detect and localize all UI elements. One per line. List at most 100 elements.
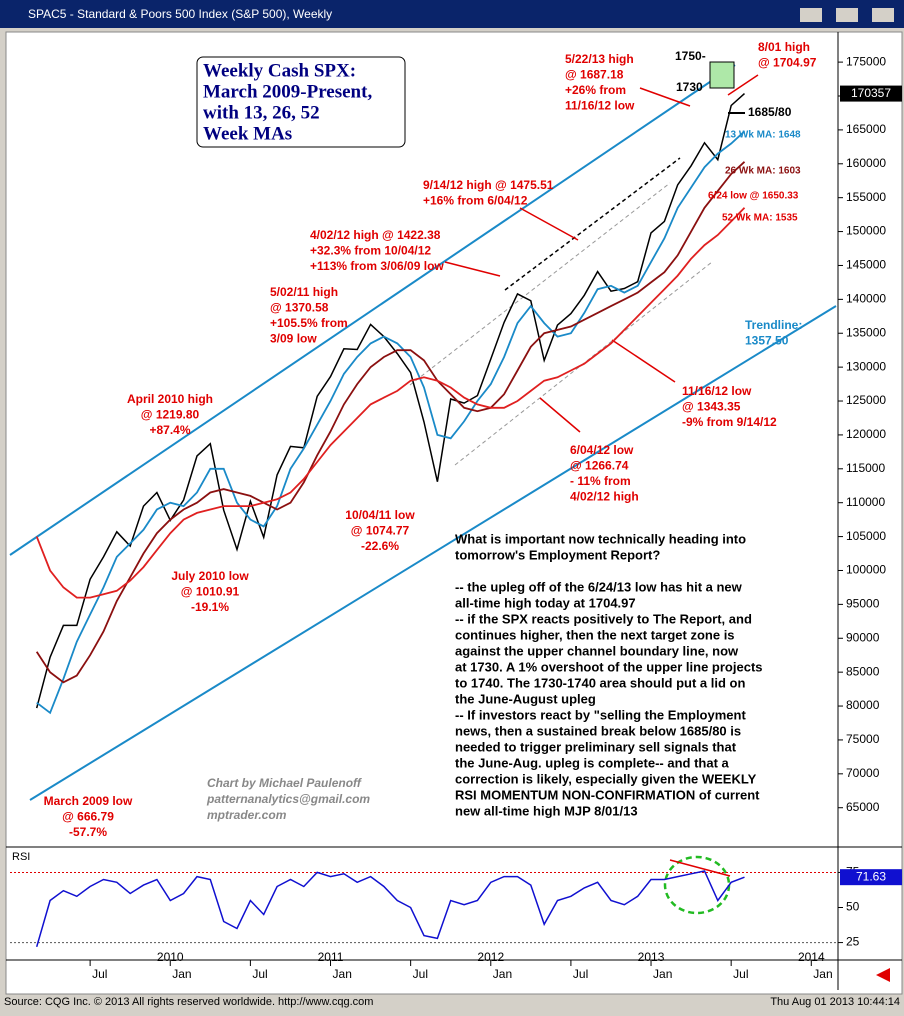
y-tick-label: 120000 bbox=[846, 427, 886, 441]
annotation: March 2009 low bbox=[44, 794, 133, 808]
y-tick-label: 95000 bbox=[846, 597, 880, 611]
annotation: @ 1370.58 bbox=[270, 301, 329, 315]
commentary-line: -- the upleg off of the 6/24/13 low has … bbox=[455, 579, 743, 594]
annotation: -9% from 9/14/12 bbox=[682, 415, 777, 429]
annotation: Trendline: bbox=[745, 318, 802, 332]
commentary-line: continues higher, then the next target z… bbox=[455, 627, 735, 642]
x-tick-label: Jan bbox=[172, 967, 191, 981]
annotation: 1357.50 bbox=[745, 334, 789, 348]
y-tick-label: 90000 bbox=[846, 630, 880, 644]
y-tick-label: 155000 bbox=[846, 190, 886, 204]
scroll-arrow[interactable] bbox=[876, 968, 890, 982]
annotation: 11/16/12 low bbox=[565, 99, 635, 113]
footer-time: Thu Aug 01 2013 10:44:14 bbox=[770, 996, 900, 1008]
year-label: 2014 bbox=[798, 950, 825, 964]
commentary-line: at 1730. A 1% overshoot of the upper lin… bbox=[455, 659, 763, 674]
annotation: April 2010 high bbox=[127, 392, 213, 406]
y-tick-label: 130000 bbox=[846, 359, 886, 373]
x-tick-label: Jul bbox=[252, 967, 267, 981]
annotation: +16% from 6/04/12 bbox=[423, 194, 528, 208]
x-tick-label: Jul bbox=[92, 967, 107, 981]
annotation: +26% from bbox=[565, 83, 626, 97]
x-tick-label: Jul bbox=[733, 967, 748, 981]
last-value-box bbox=[840, 85, 902, 102]
divergence-line bbox=[669, 859, 731, 877]
dashed-trend bbox=[504, 157, 681, 291]
commentary-line: the June-Aug. upleg is complete-- and th… bbox=[455, 755, 730, 770]
credit: mptrader.com bbox=[207, 808, 287, 822]
y-tick-label: 65000 bbox=[846, 800, 880, 814]
annotation: 3/09 low bbox=[270, 332, 317, 346]
minimize-button[interactable] bbox=[800, 8, 822, 22]
annotation: 4/02/12 high @ 1422.38 bbox=[310, 228, 441, 242]
y-tick-label: 150000 bbox=[846, 224, 886, 238]
y-tick-label: 50 bbox=[846, 900, 860, 914]
commentary-line: to 1740. The 1730-1740 area should put a… bbox=[455, 675, 745, 690]
series-line bbox=[36, 130, 746, 715]
x-tick-label: Jan bbox=[653, 967, 672, 981]
annotation: 1730 bbox=[676, 80, 703, 94]
annotation: 52 Wk MA: 1535 bbox=[722, 213, 798, 224]
maximize-button[interactable] bbox=[836, 8, 858, 22]
y-tick-label: 135000 bbox=[846, 325, 886, 339]
title-line: Weekly Cash SPX: bbox=[203, 60, 356, 81]
credit: patternanalytics@gmail.com bbox=[206, 792, 370, 806]
annotation: @ 1219.80 bbox=[141, 408, 200, 422]
year-label: 2010 bbox=[157, 950, 184, 964]
last-value-label: 71.63 bbox=[856, 869, 886, 883]
annotation: @ 1266.74 bbox=[570, 459, 629, 473]
commentary-line: tomorrow's Employment Report? bbox=[455, 547, 660, 562]
y-tick-label: 140000 bbox=[846, 292, 886, 306]
title-box bbox=[196, 56, 406, 148]
annotation: 9/14/12 high @ 1475.51 bbox=[423, 178, 554, 192]
annotation: @ 666.79 bbox=[62, 810, 114, 824]
annotation: +113% from 3/06/09 low bbox=[310, 259, 444, 273]
y-tick-label: 175000 bbox=[846, 54, 886, 68]
commentary-line: RSI MOMENTUM NON-CONFIRMATION of current bbox=[455, 787, 760, 802]
last-value-label: 170357 bbox=[851, 86, 891, 100]
year-label: 2012 bbox=[477, 950, 504, 964]
title-line: March 2009-Present, bbox=[203, 81, 372, 102]
series-line bbox=[35, 93, 746, 709]
series-line bbox=[35, 207, 746, 599]
close-button[interactable] bbox=[872, 8, 894, 22]
annotation: +87.4% bbox=[149, 423, 190, 437]
y-tick-label: 85000 bbox=[846, 664, 880, 678]
annotation: @ 1343.35 bbox=[682, 400, 741, 414]
annotation: 4/02/12 high bbox=[570, 490, 639, 504]
credit: Chart by Michael Paulenoff bbox=[207, 776, 362, 790]
series-line bbox=[35, 161, 746, 684]
y-tick-label: 70000 bbox=[846, 766, 880, 780]
y-tick-label: 165000 bbox=[846, 122, 886, 136]
annotation: - 11% from bbox=[570, 474, 631, 488]
annotation: 1685/80 bbox=[748, 105, 792, 119]
y-tick-label: 105000 bbox=[846, 529, 886, 543]
commentary-line: new all-time high MJP 8/01/13 bbox=[455, 803, 638, 818]
x-tick-label: Jan bbox=[813, 967, 832, 981]
commentary-line: news, then a sustained break below 1685/… bbox=[455, 723, 741, 738]
annotation: +105.5% from bbox=[270, 316, 348, 330]
y-tick-label: 100000 bbox=[846, 563, 886, 577]
annotation: @ 1010.91 bbox=[181, 585, 240, 599]
commentary-line: all-time high today at 1704.97 bbox=[455, 595, 636, 610]
annotation: 8/01 high bbox=[758, 40, 810, 54]
pane-title: RSI bbox=[12, 851, 30, 863]
y-tick-label: 75000 bbox=[846, 732, 880, 746]
title-line: with 13, 26, 52 bbox=[203, 102, 320, 123]
y-tick-label: 80000 bbox=[846, 698, 880, 712]
x-tick-label: Jul bbox=[413, 967, 428, 981]
annotation: 5/22/13 high bbox=[565, 52, 634, 66]
x-tick-label: Jul bbox=[573, 967, 588, 981]
upper-channel bbox=[9, 64, 736, 556]
annotation: 6/04/12 low bbox=[570, 443, 634, 457]
annotation: +32.3% from 10/04/12 bbox=[310, 244, 431, 258]
y-tick-label: 110000 bbox=[846, 495, 885, 509]
y-tick-label: 115000 bbox=[846, 461, 885, 475]
annotation: -19.1% bbox=[191, 600, 229, 614]
annotation: 13 Wk MA: 1648 bbox=[725, 130, 801, 141]
title-bar bbox=[0, 0, 904, 28]
annotation: 26 Wk MA: 1603 bbox=[725, 166, 801, 177]
annotation: 1750- bbox=[675, 49, 706, 63]
footer-source: Source: CQG Inc. © 2013 All rights reser… bbox=[4, 996, 373, 1008]
